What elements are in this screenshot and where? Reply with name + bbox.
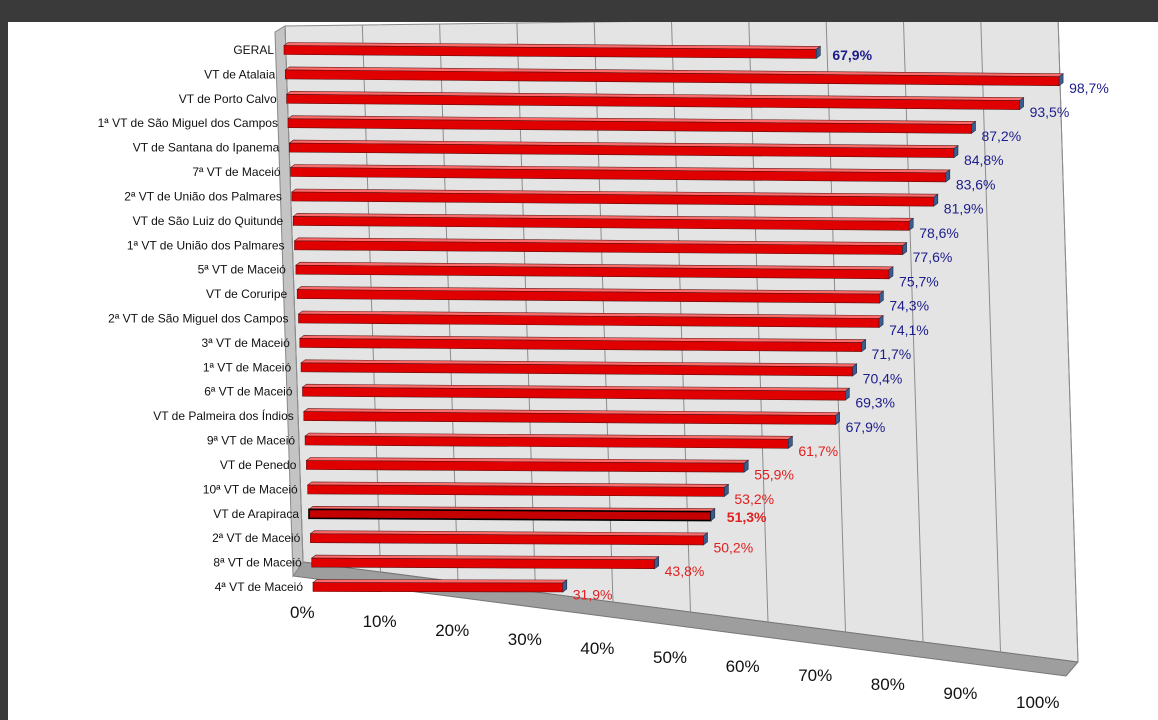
- value-labels: 67,9% 98,7% 93,5% 87,2% 84,8% 83,6% 81,9% 78,6%…: [573, 47, 1109, 603]
- value-label: 93,5%: [1030, 104, 1070, 120]
- value-label: 51,3%: [727, 509, 767, 525]
- category-label: 2ª VT de São Miguel dos Campos: [108, 312, 288, 326]
- value-label: 55,9%: [754, 467, 794, 483]
- x-tick-label: 70%: [798, 666, 832, 685]
- category-label: 3ª VT de Maceió: [202, 336, 291, 350]
- category-label: 1ª VT de São Miguel dos Campos: [98, 116, 278, 130]
- value-label: 98,7%: [1069, 80, 1109, 96]
- bar-end: [788, 435, 793, 449]
- category-label: 1ª VT de União dos Palmares: [127, 238, 285, 252]
- value-label: 81,9%: [944, 201, 984, 217]
- bar: [311, 557, 656, 570]
- bar-end: [933, 193, 939, 207]
- value-label: 31,9%: [573, 586, 613, 602]
- bar-end: [1019, 96, 1024, 111]
- x-tick-label: 80%: [871, 675, 905, 694]
- bar-end: [710, 508, 716, 522]
- x-tick-label: 100%: [1016, 693, 1059, 712]
- category-label: VT de Penedo: [220, 458, 297, 472]
- x-tick-label: 10%: [363, 612, 397, 631]
- bars: [283, 42, 1064, 593]
- value-label: 67,9%: [846, 419, 886, 435]
- bar-end: [724, 483, 729, 497]
- bar-end: [852, 363, 858, 377]
- bar-end: [1058, 73, 1064, 87]
- bar-end: [815, 45, 821, 60]
- category-label: VT de Porto Calvo: [179, 92, 277, 106]
- category-label: VT de Arapiraca: [213, 507, 299, 521]
- gridline: [284, 25, 304, 563]
- category-label: 7ª VT de Maceió: [192, 165, 281, 179]
- category-label: GERAL: [233, 43, 274, 57]
- category-label: VT de São Luiz do Quitunde: [133, 214, 284, 228]
- value-label: 75,7%: [899, 273, 939, 289]
- category-label: 1ª VT de Maceió: [203, 360, 292, 374]
- category-label: 10ª VT de Maceió: [203, 482, 298, 496]
- bar-end: [861, 339, 866, 353]
- value-label: 50,2%: [713, 539, 753, 555]
- x-tick-labels: 0% 10% 20% 30% 40% 50% 60% 70% 80% 90% 100%: [290, 603, 1059, 712]
- value-label: 74,1%: [889, 322, 929, 338]
- category-label: VT de Santana do Ipanema: [133, 141, 280, 155]
- bar-end: [703, 532, 708, 546]
- value-label: 53,2%: [734, 491, 774, 507]
- value-label: 74,3%: [889, 298, 929, 314]
- bar-end: [879, 290, 884, 304]
- value-label: 61,7%: [798, 443, 838, 459]
- value-label: 78,6%: [919, 225, 959, 241]
- bar-end: [562, 579, 568, 593]
- category-label: VT de Coruripe: [206, 287, 287, 301]
- value-label: 84,8%: [964, 152, 1004, 168]
- bar-end: [945, 169, 951, 183]
- value-label: 43,8%: [665, 563, 705, 579]
- x-tick-label: 30%: [508, 630, 542, 649]
- value-label: 71,7%: [872, 346, 912, 362]
- bar-end: [953, 144, 959, 159]
- category-labels: GERAL VT de Atalaia VT de Porto Calvo 1ª VT…: [98, 43, 304, 594]
- value-label: 77,6%: [913, 249, 953, 265]
- bar-end: [971, 120, 976, 135]
- x-tick-label: 40%: [580, 639, 614, 658]
- value-label: 87,2%: [981, 128, 1021, 144]
- bar: [310, 533, 704, 546]
- bar-end: [654, 556, 660, 570]
- bar-end: [878, 314, 884, 329]
- bar: [308, 508, 712, 522]
- x-tick-label: 0%: [290, 603, 315, 622]
- bar-end: [902, 242, 907, 256]
- category-label: VT de Atalaia: [204, 67, 275, 81]
- chart-frame: GERAL VT de Atalaia VT de Porto Calvo 1ª VT…: [8, 22, 1158, 720]
- value-label: 70,4%: [863, 370, 903, 386]
- category-label: 4ª VT de Maceió: [215, 580, 304, 594]
- bar-end: [743, 459, 749, 473]
- value-label: 69,3%: [855, 395, 895, 411]
- bar-end: [835, 411, 840, 426]
- value-label: 67,9%: [832, 47, 872, 63]
- value-label: 83,6%: [956, 176, 996, 192]
- category-label: 5ª VT de Maceió: [198, 263, 287, 277]
- bar-end: [888, 266, 894, 280]
- category-label: VT de Palmeira dos Índios: [153, 408, 294, 423]
- category-label: 2ª VT de Maceió: [212, 531, 301, 545]
- gridline: [980, 22, 1001, 653]
- x-tick-label: 50%: [653, 648, 687, 667]
- x-tick-label: 60%: [726, 657, 760, 676]
- category-label: 6ª VT de Maceió: [204, 385, 293, 399]
- category-label: 2ª VT de União dos Palmares: [124, 189, 282, 203]
- bar: [312, 582, 564, 593]
- bar-end: [908, 217, 914, 231]
- x-tick-label: 90%: [943, 684, 977, 703]
- category-label: 8ª VT de Maceió: [213, 556, 302, 570]
- gridline: [1057, 22, 1079, 663]
- x-tick-label: 20%: [435, 621, 469, 640]
- bar-chart: GERAL VT de Atalaia VT de Porto Calvo 1ª VT…: [98, 22, 1109, 712]
- bar-end: [844, 387, 850, 401]
- category-label: 9ª VT de Maceió: [207, 434, 296, 448]
